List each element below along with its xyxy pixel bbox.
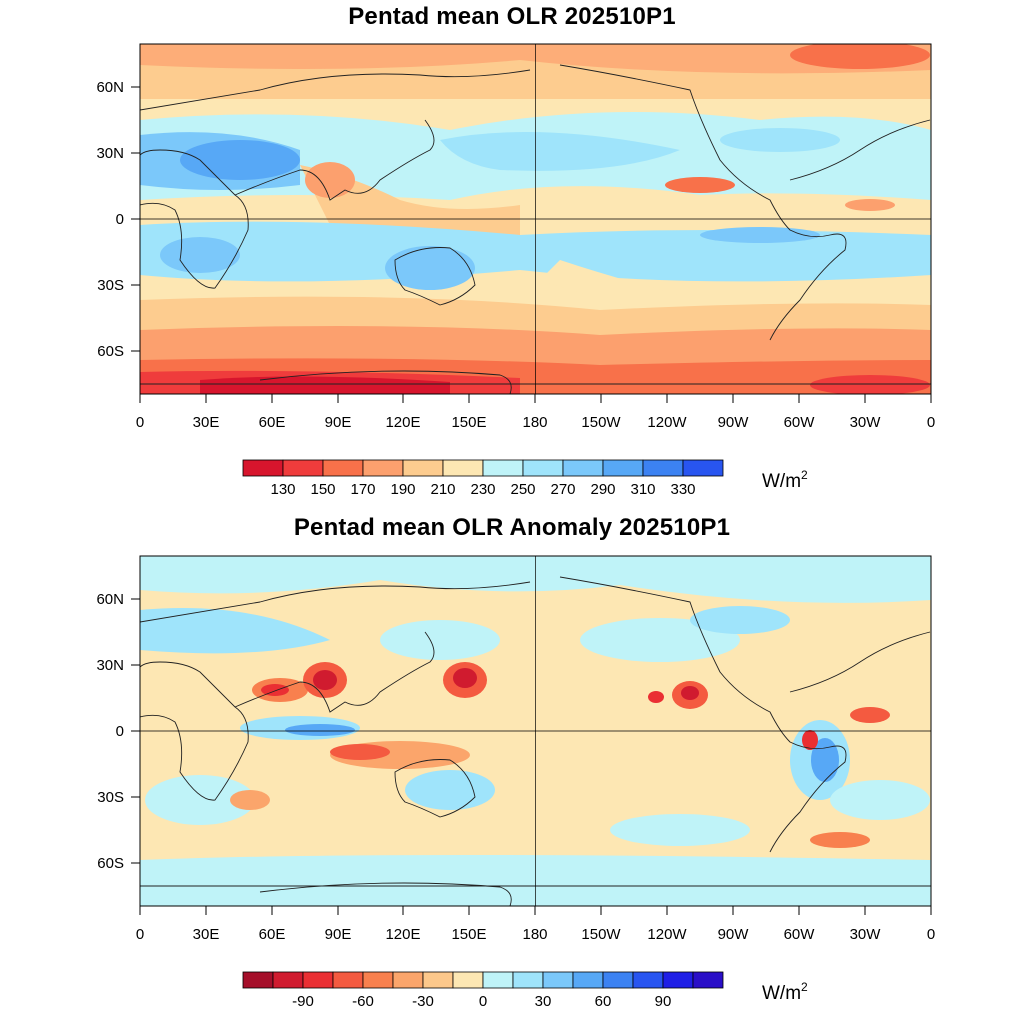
anomaly-lon-label: 30W	[850, 926, 882, 943]
anomaly-colorbar-tick-label: 90	[655, 993, 672, 1010]
olr-lon-ticks	[139, 394, 932, 403]
olr-colorbar-tick-label: 310	[630, 481, 655, 498]
anomaly-colorbar-swatch	[662, 971, 694, 989]
olr-lat-label: 30S	[97, 277, 124, 294]
olr-lon-label: 0	[927, 414, 935, 431]
anomaly-lon-label: 120E	[385, 926, 420, 943]
anomaly-colorbar-swatch	[572, 971, 604, 989]
olr-lon-label: 60E	[259, 414, 286, 431]
olr-colorbar-tick-label: 190	[390, 481, 415, 498]
anomaly-lon-label: 90E	[325, 926, 352, 943]
olr-colorbar-tick-label: 210	[430, 481, 455, 498]
olr-lon-label: 30E	[193, 414, 220, 431]
olr-lon-label: 150E	[451, 414, 486, 431]
anomaly-colorbar-tick-label: -90	[292, 993, 314, 1010]
olr-colorbar-swatch	[562, 459, 604, 477]
anomaly-lon-label: 60W	[784, 926, 816, 943]
olr-colorbar-tick-label: 150	[310, 481, 335, 498]
olr-colorbar-swatch	[242, 459, 284, 477]
olr-colorbar-swatch	[402, 459, 444, 477]
anomaly-colorbar-swatch	[512, 971, 544, 989]
olr-colorbar-tick-label: 290	[590, 481, 615, 498]
olr-lat-label: 0	[116, 211, 124, 228]
olr-colorbar-swatch	[362, 459, 404, 477]
anomaly-colorbar-tick-label: 30	[535, 993, 552, 1010]
anomaly-colorbar: -90 -60 -30 0 30 60 90	[242, 971, 724, 1010]
anomaly-lon-label: 120W	[647, 926, 687, 943]
olr-colorbar-swatch	[322, 459, 364, 477]
anomaly-lon-label: 0	[927, 926, 935, 943]
anomaly-map: 60N 30N 0 30S 60S 0 30E 60E 90E 120E 150…	[96, 555, 935, 943]
olr-colorbar-swatch	[482, 459, 524, 477]
anomaly-lon-label: 180	[522, 926, 547, 943]
anomaly-lat-label: 60N	[96, 591, 124, 608]
olr-coastlines	[140, 64, 931, 394]
anomaly-colorbar-swatch	[692, 971, 724, 989]
anomaly-colorbar-tick-label: -30	[412, 993, 434, 1010]
anomaly-lon-label: 0	[136, 926, 144, 943]
anomaly-colorbar-tick-label: 60	[595, 993, 612, 1010]
anomaly-lat-label: 30N	[96, 657, 124, 674]
anomaly-lon-label: 90W	[718, 926, 750, 943]
olr-colorbar-unit: W/m2	[762, 468, 808, 492]
olr-colorbar-swatch	[282, 459, 324, 477]
anomaly-coastlines	[140, 576, 931, 906]
olr-colorbar-swatch	[682, 459, 724, 477]
olr-colorbar-tick-label: 330	[670, 481, 695, 498]
anomaly-lat-ticks	[131, 598, 140, 864]
olr-colorbar-swatch	[522, 459, 564, 477]
olr-lat-label: 30N	[96, 145, 124, 162]
olr-lon-label: 0	[136, 414, 144, 431]
olr-colorbar-tick-label: 270	[550, 481, 575, 498]
olr-colorbar-swatch	[642, 459, 684, 477]
olr-panel-title: Pentad mean OLR 202510P1	[348, 3, 676, 30]
anomaly-colorbar-swatch	[602, 971, 634, 989]
anomaly-lat-label: 0	[116, 723, 124, 740]
olr-colorbar-tick-label: 230	[470, 481, 495, 498]
anomaly-lon-label: 150W	[581, 926, 621, 943]
olr-lon-label: 30W	[850, 414, 882, 431]
olr-lon-label: 60W	[784, 414, 816, 431]
olr-colorbar: 130 150 170 190 210 230 250 270 290 310 330	[242, 459, 724, 498]
anomaly-panel-title: Pentad mean OLR Anomaly 202510P1	[293, 514, 731, 541]
olr-colorbar-tick-label: 130	[270, 481, 295, 498]
anomaly-colorbar-swatch	[332, 971, 364, 989]
olr-lat-label: 60S	[97, 343, 124, 360]
anomaly-lat-label: 30S	[97, 789, 124, 806]
anomaly-colorbar-swatch	[452, 971, 484, 989]
olr-lon-label: 180	[522, 414, 547, 431]
olr-lon-label: 120W	[647, 414, 687, 431]
olr-colorbar-swatch	[602, 459, 644, 477]
anomaly-colorbar-swatch	[302, 971, 334, 989]
olr-colorbar-tick-label: 170	[350, 481, 375, 498]
olr-lon-label: 90W	[718, 414, 750, 431]
anomaly-lon-label: 30E	[193, 926, 220, 943]
anomaly-colorbar-tick-label: 0	[479, 993, 487, 1010]
olr-lat-label: 60N	[96, 79, 124, 96]
olr-lon-label: 120E	[385, 414, 420, 431]
olr-lat-ticks	[131, 86, 140, 352]
anomaly-lat-label: 60S	[97, 855, 124, 872]
anomaly-colorbar-swatch	[272, 971, 304, 989]
olr-map: 60N 30N 0 30S 60S 0 30E 60E 90E 120E 150…	[96, 43, 935, 431]
anomaly-lon-ticks	[139, 906, 932, 915]
anomaly-colorbar-swatch	[392, 971, 424, 989]
anomaly-colorbar-swatch	[242, 971, 274, 989]
olr-lon-label: 90E	[325, 414, 352, 431]
olr-lon-label: 150W	[581, 414, 621, 431]
olr-colorbar-tick-label: 250	[510, 481, 535, 498]
anomaly-colorbar-swatch	[542, 971, 574, 989]
anomaly-lon-label: 60E	[259, 926, 286, 943]
anomaly-colorbar-swatch	[362, 971, 394, 989]
anomaly-colorbar-swatch	[482, 971, 514, 989]
anomaly-colorbar-unit: W/m2	[762, 980, 808, 1004]
anomaly-colorbar-tick-label: -60	[352, 993, 374, 1010]
anomaly-colorbar-swatch	[422, 971, 454, 989]
anomaly-lon-label: 150E	[451, 926, 486, 943]
anomaly-colorbar-swatch	[632, 971, 664, 989]
olr-colorbar-swatch	[442, 459, 484, 477]
